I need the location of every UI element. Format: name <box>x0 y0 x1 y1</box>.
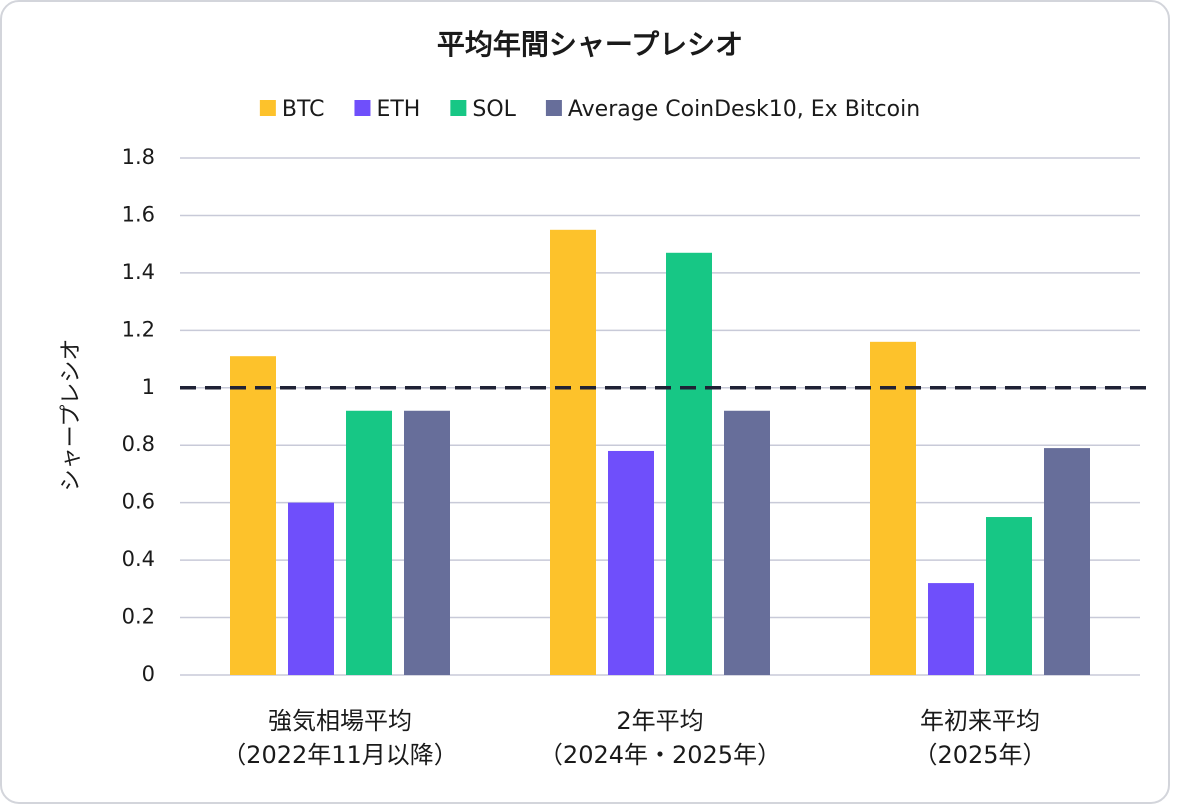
y-tick-label: 0.4 <box>122 547 155 571</box>
bar <box>1044 448 1090 675</box>
y-tick-label: 0.6 <box>122 490 155 514</box>
legend-label: Average CoinDesk10, Ex Bitcoin <box>568 97 920 122</box>
y-tick-label: 1.2 <box>122 317 155 341</box>
y-tick-label: 1.6 <box>122 202 155 226</box>
y-tick-label: 0 <box>142 662 155 686</box>
bar <box>928 583 974 675</box>
y-axis-label: シャープレシオ <box>59 339 84 492</box>
legend-swatch <box>450 100 467 116</box>
legend-label: SOL <box>472 97 516 122</box>
chart-title: 平均年間シャープレシオ <box>437 28 743 61</box>
legend-label: ETH <box>376 97 420 122</box>
x-tick-label: 強気相場平均 <box>268 707 412 735</box>
y-tick-label: 1.4 <box>122 260 155 284</box>
bar <box>404 410 450 675</box>
legend-swatch <box>545 100 562 116</box>
bar <box>288 502 334 675</box>
bar <box>608 450 654 675</box>
legend-swatch <box>259 100 276 116</box>
x-tick-label: （2025年） <box>913 741 1046 769</box>
x-tick-label: （2022年11月以降） <box>222 741 458 769</box>
legend-swatch <box>354 100 371 116</box>
y-tick-label: 0.8 <box>122 432 155 456</box>
legend-label: BTC <box>282 97 325 122</box>
y-tick-label: 1.8 <box>122 145 155 169</box>
bar <box>870 341 916 675</box>
bar <box>550 229 596 676</box>
bar <box>230 356 276 675</box>
x-tick-label: 2年平均 <box>616 707 703 735</box>
x-tick-label: 年初来平均 <box>920 707 1040 735</box>
bar <box>986 517 1032 675</box>
legend: BTC ETH SOL Average CoinDesk10, Ex Bitcoin <box>259 97 920 122</box>
bar <box>666 252 712 676</box>
bar <box>724 410 770 675</box>
x-tick-label: （2024年・2025年） <box>539 741 781 769</box>
y-tick-label: 0.2 <box>122 605 155 629</box>
y-tick-label: 1 <box>142 375 155 399</box>
bar <box>346 410 392 675</box>
